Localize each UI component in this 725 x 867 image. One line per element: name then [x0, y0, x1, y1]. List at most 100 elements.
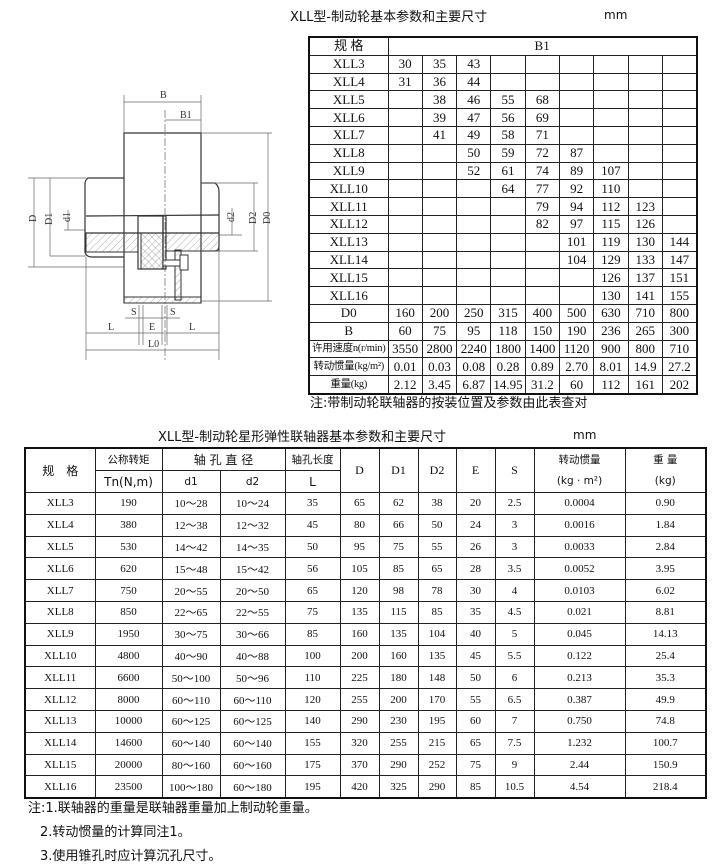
b1-cell: 155	[661, 286, 698, 305]
cell: 30～75	[161, 622, 221, 646]
param-cell: 118	[490, 321, 526, 341]
cell: 105	[339, 557, 380, 581]
b1-cell: 110	[593, 179, 629, 199]
cell: 370	[339, 753, 380, 777]
cell: 170	[417, 688, 457, 711]
cell: 252	[417, 753, 457, 777]
b1-cell	[593, 108, 629, 127]
header-row-1: 规 格 公称转矩 轴 孔 直 径 轴孔长度 D D1 D2 E S 转动惯量 重…	[24, 447, 707, 493]
table-row: XLL4 31 36 44	[308, 72, 698, 92]
cell: 148	[417, 666, 457, 690]
b1-cell: 141	[627, 286, 663, 305]
header-model: 规 格	[308, 36, 389, 56]
cell: 100.7	[624, 731, 707, 755]
b1-cell: 56	[490, 108, 526, 127]
table-row: XLL13 10000 60～125 60～125 140 290 230 195 60 7 0.7…	[24, 709, 707, 733]
b1-cell: 77	[524, 179, 560, 199]
param-row: D0 160 200 250 315 400 500 630 710 800	[308, 303, 698, 323]
param-cell: 2240	[456, 339, 492, 359]
cell: 0.0033	[533, 535, 626, 559]
cell: 0.0016	[533, 513, 626, 537]
table-row: XLL6 620 15～48 15～42 56 105 85 65 28 3.5 0.0052 3.9…	[24, 557, 707, 581]
cell: 215	[417, 731, 457, 755]
cell: 35	[284, 492, 341, 515]
b1-cell: 97	[558, 214, 595, 234]
header-E: E	[455, 447, 496, 493]
param-label: D0	[308, 303, 389, 323]
cell: 2.84	[624, 535, 707, 559]
cell: 30～66	[219, 622, 286, 646]
cell: 20～55	[161, 579, 221, 602]
b1-cell	[593, 125, 629, 145]
note-3: 3.使用锥孔时应计算沉孔尺寸。	[40, 849, 222, 864]
label-d2: d2	[226, 212, 237, 222]
b1-cell: 104	[558, 250, 595, 270]
param-cell: 3550	[387, 339, 423, 359]
b1-cell	[387, 108, 423, 127]
b1-cell	[490, 214, 526, 234]
param-cell: 112	[593, 375, 629, 395]
header-torque: 公称转矩	[94, 447, 163, 471]
b1-cell	[421, 286, 458, 305]
b1-cell	[661, 179, 698, 199]
cell: XLL11	[24, 666, 96, 690]
cell: 66	[378, 513, 419, 537]
b1-cell	[421, 250, 458, 270]
param-cell: 1400	[524, 339, 560, 359]
b1-cell: 79	[524, 197, 560, 216]
b1-cell: 64	[490, 179, 526, 199]
header-torque-unit: Tn(N,m)	[94, 470, 163, 493]
b1-cell	[627, 125, 663, 145]
b1-cell	[558, 90, 595, 110]
b1-cell	[421, 232, 458, 252]
b1-cell: 92	[558, 179, 595, 199]
cell: 60	[455, 709, 496, 733]
cell: 75	[455, 753, 496, 777]
param-cell: 630	[593, 303, 629, 323]
brake-wheel-note: 注:带制动轮联轴器的按装位置及参数由此表查对	[310, 396, 588, 411]
param-row: B 60 75 95 118 150 190 236 265 300	[308, 321, 698, 341]
param-cell: 6.87	[456, 375, 492, 395]
coupling-table-title: XLL型-制动轮星形弹性联轴器基本参数和主要尺寸	[158, 430, 447, 445]
param-row: 转动惯量(kg/m²) 0.01 0.03 0.08 0.28 0.89 2.70 8.01 1…	[308, 357, 698, 377]
cell: 24	[455, 513, 496, 537]
param-cell: 2.70	[558, 357, 595, 377]
table-row: XLL13 101 119 130 144	[308, 232, 698, 252]
cell: 20	[455, 492, 496, 515]
b1-cell: 107	[593, 161, 629, 181]
b1-cell: 38	[421, 90, 458, 110]
param-cell: 150	[524, 321, 560, 341]
cell: 35.3	[624, 666, 707, 690]
param-row: 许用速度n(r/min) 3550 2800 2240 1800 1400 1120 900 8…	[308, 339, 698, 359]
cell: XLL12	[24, 688, 96, 711]
b1-cell	[558, 286, 595, 305]
b1-cell: 82	[524, 214, 560, 234]
cell: 85	[455, 775, 496, 799]
cell: 0.213	[533, 666, 626, 690]
cell: 4	[494, 579, 535, 602]
b1-cell: 47	[456, 108, 492, 127]
b1-cell: 69	[524, 108, 560, 127]
brake-wheel-table-title: XLL型-制动轮基本参数和主要尺寸	[290, 10, 488, 25]
param-label: 转动惯量(kg/m²)	[308, 357, 389, 377]
cell: 3.95	[624, 557, 707, 581]
cell: 60～110	[219, 688, 286, 711]
cell: 380	[94, 513, 163, 537]
cell: 50	[284, 535, 341, 559]
cell: 12～32	[219, 513, 286, 537]
brake-wheel-outline	[123, 132, 202, 303]
cell: 50	[417, 513, 457, 537]
cell: 78	[417, 579, 457, 602]
cell: 255	[339, 688, 380, 711]
cell: 26	[455, 535, 496, 559]
cell: 10000	[94, 709, 163, 733]
b1-cell: 129	[593, 250, 629, 270]
b1-cell	[661, 125, 698, 145]
coupling-parameter-table: 规 格 公称转矩 轴 孔 直 径 轴孔长度 D D1 D2 E S 转动惯量 重…	[24, 447, 708, 800]
header-weight-unit: (kg)	[624, 470, 707, 493]
b1-cell	[421, 143, 458, 163]
model-cell: XLL13	[308, 232, 389, 252]
cell: 14～35	[219, 535, 286, 559]
param-cell: 190	[558, 321, 595, 341]
cell: 175	[284, 753, 341, 777]
